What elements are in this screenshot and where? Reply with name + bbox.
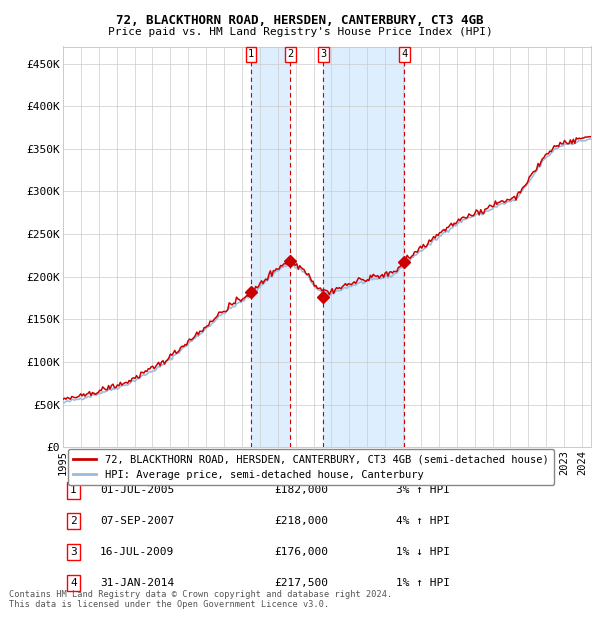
Text: 1% ↓ HPI: 1% ↓ HPI — [395, 547, 449, 557]
Text: 01-JUL-2005: 01-JUL-2005 — [100, 485, 174, 495]
Bar — [323, 46, 404, 447]
Text: £176,000: £176,000 — [274, 547, 328, 557]
Text: 2: 2 — [70, 516, 77, 526]
Text: 3% ↑ HPI: 3% ↑ HPI — [395, 485, 449, 495]
Text: This data is licensed under the Open Government Licence v3.0.: This data is licensed under the Open Gov… — [9, 600, 329, 609]
Text: 72, BLACKTHORN ROAD, HERSDEN, CANTERBURY, CT3 4GB: 72, BLACKTHORN ROAD, HERSDEN, CANTERBURY… — [116, 14, 484, 27]
Text: 2: 2 — [287, 49, 293, 60]
Text: Contains HM Land Registry data © Crown copyright and database right 2024.: Contains HM Land Registry data © Crown c… — [9, 590, 392, 599]
Text: 07-SEP-2007: 07-SEP-2007 — [100, 516, 174, 526]
Text: 1: 1 — [248, 49, 254, 60]
Text: £217,500: £217,500 — [274, 578, 328, 588]
Text: 31-JAN-2014: 31-JAN-2014 — [100, 578, 174, 588]
Text: 3: 3 — [320, 49, 326, 60]
Text: £182,000: £182,000 — [274, 485, 328, 495]
Text: 4: 4 — [70, 578, 77, 588]
Text: 1: 1 — [70, 485, 77, 495]
Bar — [251, 46, 290, 447]
Text: £218,000: £218,000 — [274, 516, 328, 526]
Text: 4: 4 — [401, 49, 407, 60]
Text: 16-JUL-2009: 16-JUL-2009 — [100, 547, 174, 557]
Text: 4% ↑ HPI: 4% ↑ HPI — [395, 516, 449, 526]
Text: Price paid vs. HM Land Registry's House Price Index (HPI): Price paid vs. HM Land Registry's House … — [107, 27, 493, 37]
Text: 3: 3 — [70, 547, 77, 557]
Legend: 72, BLACKTHORN ROAD, HERSDEN, CANTERBURY, CT3 4GB (semi-detached house), HPI: Av: 72, BLACKTHORN ROAD, HERSDEN, CANTERBURY… — [68, 450, 554, 485]
Text: 1% ↑ HPI: 1% ↑ HPI — [395, 578, 449, 588]
